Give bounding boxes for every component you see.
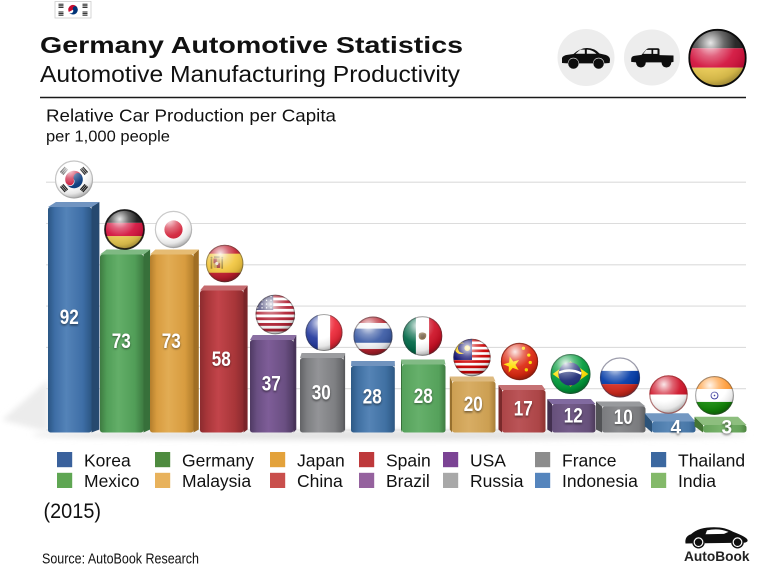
svg-text:30: 30: [312, 382, 331, 405]
svg-text:92: 92: [60, 307, 79, 330]
svg-text:Spain: Spain: [386, 451, 431, 471]
svg-text:Russia: Russia: [470, 471, 524, 491]
svg-text:Thailand: Thailand: [678, 451, 745, 471]
svg-text:France: France: [562, 451, 616, 471]
svg-text:(2015): (2015): [44, 500, 102, 523]
svg-text:58: 58: [212, 348, 231, 371]
svg-text:37: 37: [262, 374, 281, 397]
svg-text:92: 92: [60, 306, 79, 329]
svg-text:28: 28: [363, 387, 382, 410]
svg-text:AutoBook: AutoBook: [684, 548, 750, 564]
svg-text:20: 20: [464, 393, 483, 416]
svg-text:73: 73: [162, 331, 181, 354]
svg-text:USA: USA: [470, 451, 506, 471]
svg-text:30: 30: [312, 383, 331, 406]
svg-text:17: 17: [514, 398, 533, 421]
svg-text:Relative Car Production per Ca: Relative Car Production per Capita: [46, 106, 336, 126]
svg-text:4: 4: [671, 419, 682, 440]
svg-text:Mexico: Mexico: [84, 471, 139, 491]
svg-text:Korea: Korea: [84, 451, 131, 471]
svg-text:28: 28: [414, 386, 433, 409]
svg-text:17: 17: [514, 399, 533, 422]
svg-text:10: 10: [614, 406, 633, 429]
svg-text:Germany: Germany: [182, 451, 254, 471]
svg-text:58: 58: [212, 349, 231, 372]
svg-text:Germany Automotive Statistics: Germany Automotive Statistics: [40, 32, 463, 58]
svg-text:Malaysia: Malaysia: [182, 471, 251, 491]
svg-text:Japan: Japan: [297, 451, 345, 471]
svg-text:12: 12: [564, 406, 583, 429]
svg-text:Brazil: Brazil: [386, 471, 430, 491]
svg-text:Automotive Manufacturing Produ: Automotive Manufacturing Productivity: [40, 61, 461, 87]
svg-text:73: 73: [162, 330, 181, 353]
svg-text:China: China: [297, 471, 343, 491]
svg-text:73: 73: [112, 331, 131, 354]
svg-text:20: 20: [464, 395, 483, 418]
svg-text:12: 12: [564, 405, 583, 428]
svg-text:73: 73: [112, 330, 131, 353]
svg-text:India: India: [678, 471, 716, 491]
svg-text:28: 28: [414, 385, 433, 408]
svg-text:Indonesia: Indonesia: [562, 471, 638, 491]
svg-text:28: 28: [363, 386, 382, 409]
svg-text:10: 10: [614, 407, 633, 430]
svg-text:Source: AutoBook Research: Source: AutoBook Research: [42, 552, 199, 568]
svg-text:3: 3: [722, 419, 733, 440]
svg-text:per 1,000 people: per 1,000 people: [46, 129, 170, 146]
svg-text:3: 3: [722, 418, 733, 439]
svg-text:4: 4: [671, 418, 682, 439]
svg-text:37: 37: [262, 373, 281, 396]
